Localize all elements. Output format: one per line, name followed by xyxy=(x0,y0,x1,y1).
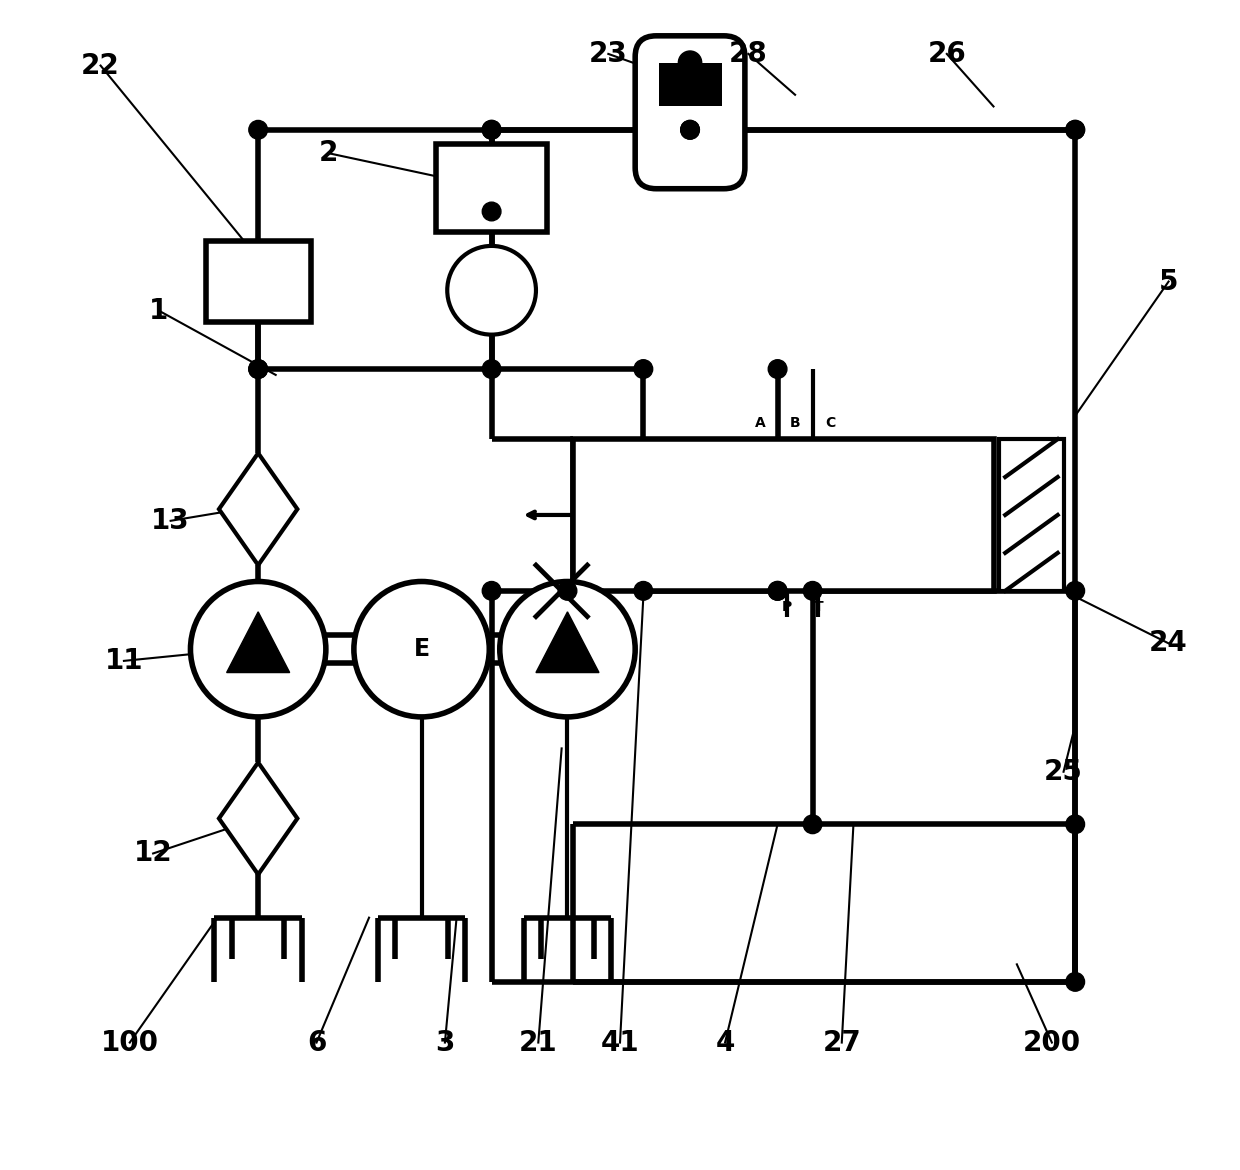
Circle shape xyxy=(634,581,652,600)
Circle shape xyxy=(500,581,635,717)
Circle shape xyxy=(482,121,501,139)
Circle shape xyxy=(1066,972,1085,991)
Text: 200: 200 xyxy=(1023,1028,1081,1057)
Text: 1: 1 xyxy=(149,297,169,325)
Text: 4: 4 xyxy=(715,1028,735,1057)
Bar xyxy=(436,144,547,232)
Text: 13: 13 xyxy=(151,507,190,535)
Circle shape xyxy=(249,121,268,139)
Circle shape xyxy=(769,581,787,600)
Circle shape xyxy=(804,815,822,833)
Text: B: B xyxy=(790,415,800,429)
Circle shape xyxy=(769,359,787,378)
Text: P: P xyxy=(781,600,792,614)
Circle shape xyxy=(1066,581,1085,600)
Text: 12: 12 xyxy=(134,839,172,867)
Text: 11: 11 xyxy=(104,647,143,675)
Text: T: T xyxy=(813,600,823,614)
Text: 22: 22 xyxy=(81,51,120,80)
Circle shape xyxy=(482,121,501,139)
Circle shape xyxy=(191,581,326,717)
Bar xyxy=(573,439,993,591)
Circle shape xyxy=(1066,121,1085,139)
Circle shape xyxy=(558,581,577,600)
Text: 2: 2 xyxy=(319,139,337,167)
Polygon shape xyxy=(219,763,298,874)
Circle shape xyxy=(353,581,490,717)
Text: 28: 28 xyxy=(729,40,768,68)
Circle shape xyxy=(482,359,501,378)
Text: C: C xyxy=(825,415,836,429)
Circle shape xyxy=(1066,815,1085,833)
Circle shape xyxy=(249,359,268,378)
Text: 3: 3 xyxy=(435,1028,455,1057)
FancyBboxPatch shape xyxy=(635,36,745,188)
Text: 27: 27 xyxy=(822,1028,861,1057)
Circle shape xyxy=(804,581,822,600)
Bar xyxy=(999,439,1064,591)
Circle shape xyxy=(482,581,501,600)
Text: 21: 21 xyxy=(520,1028,558,1057)
Polygon shape xyxy=(536,612,599,673)
Circle shape xyxy=(634,359,652,378)
Polygon shape xyxy=(219,453,298,565)
Text: 41: 41 xyxy=(600,1028,640,1057)
Text: 100: 100 xyxy=(100,1028,159,1057)
Circle shape xyxy=(681,121,699,139)
Text: E: E xyxy=(413,638,429,661)
Text: 24: 24 xyxy=(1149,629,1188,658)
Polygon shape xyxy=(227,612,290,673)
Circle shape xyxy=(482,202,501,221)
Text: 5: 5 xyxy=(1159,268,1178,296)
Circle shape xyxy=(678,51,702,75)
Circle shape xyxy=(681,121,699,139)
Bar xyxy=(206,241,311,323)
Text: 23: 23 xyxy=(589,40,627,68)
Circle shape xyxy=(249,359,268,378)
Circle shape xyxy=(769,581,787,600)
Text: 25: 25 xyxy=(1044,758,1083,786)
Text: A: A xyxy=(755,415,765,429)
Circle shape xyxy=(1066,121,1085,139)
Circle shape xyxy=(448,246,536,335)
Text: 6: 6 xyxy=(306,1028,326,1057)
Text: 26: 26 xyxy=(928,40,966,68)
Bar xyxy=(658,63,722,106)
